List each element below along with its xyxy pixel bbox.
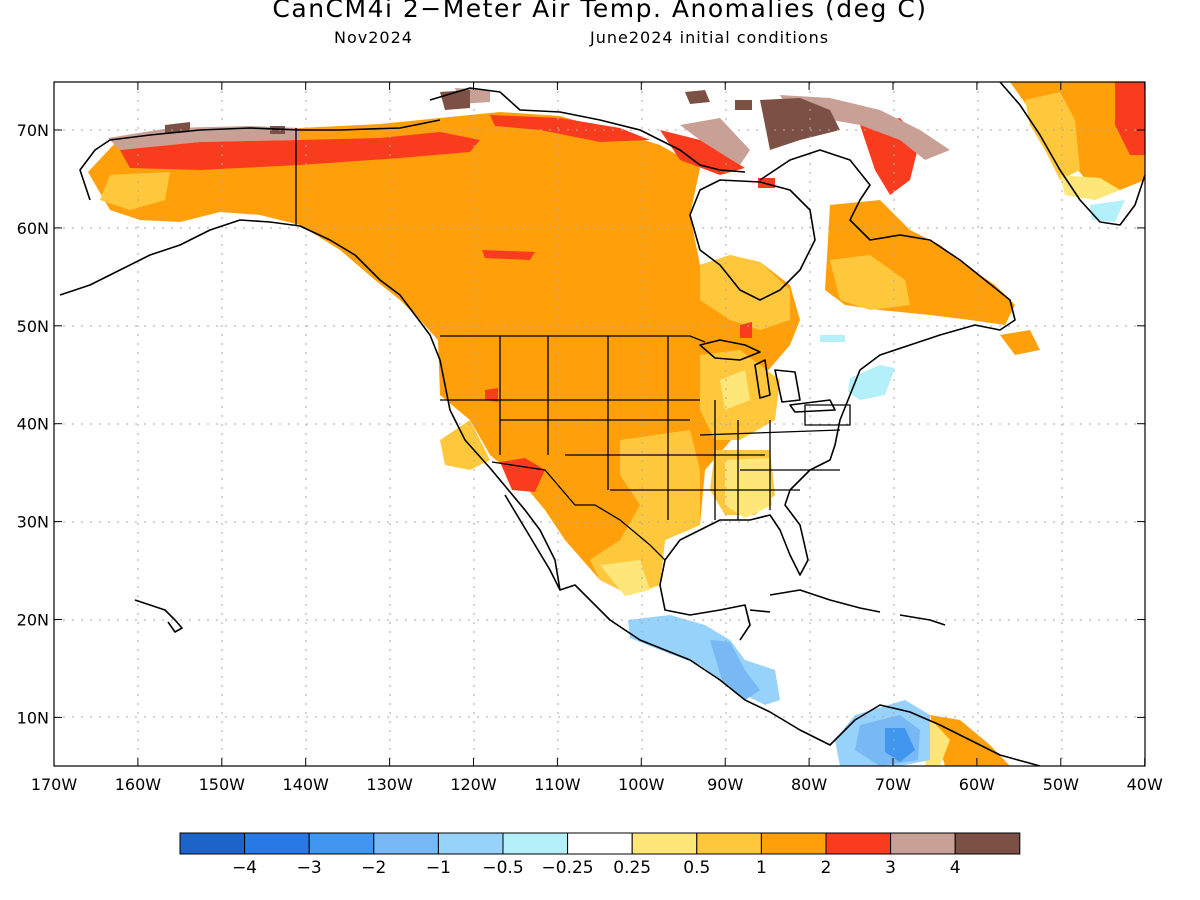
colorbar-swatch [502,832,569,855]
colorbar-label: −4 [232,858,257,878]
colorbar-swatch [825,832,892,855]
colorbar-label: −0.5 [482,858,523,878]
colorbar-swatch [179,832,246,855]
lon-label: 70W [875,775,911,794]
lon-label: 50W [1043,775,1079,794]
anomaly-region-brown [108,126,300,150]
colorbar-swatch [760,832,827,855]
graticule [54,82,1145,766]
colorbar-label: 1 [756,858,767,878]
anomaly-region-blue [710,640,760,700]
colorbar-label: 0.25 [613,858,651,878]
anomaly-region-pale-blue [848,365,895,400]
lat-label: 20N [17,611,49,630]
colorbar-swatch [890,832,956,855]
lon-label: 150W [199,775,246,794]
anomaly-region-yellow [725,458,772,518]
borders [295,128,851,561]
lon-label: 60W [959,775,995,794]
colorbar [179,832,1021,855]
lat-label: 40N [17,415,49,434]
colorbar-swatch [373,832,439,855]
lon-label: 110W [534,775,581,794]
longitude-axis: 170W 160W 150W 140W 130W 120W 110W 100W 90W 80W 70… [31,82,1163,794]
latitude-axis: 70N 60N 50N 40N 30N 20N 10N [17,121,1145,727]
colorbar-swatch [954,832,1021,855]
map-panel [54,82,1145,766]
coastlines [59,82,1145,766]
lon-label: 100W [618,775,665,794]
initial-conditions: June2024 initial conditions [590,28,830,47]
lat-label: 30N [17,513,49,532]
colorbar-label: −1 [426,858,451,878]
lat-label: 60N [17,219,49,238]
colorbar-labels: −4 −3 −2 −1 −0.5 −0.25 0.25 0.5 1 2 3 4 [232,858,961,878]
colorbar-swatch [696,832,762,855]
lon-label: 140W [283,775,330,794]
colorbar-swatch [567,832,633,855]
anomaly-region-red [120,132,480,170]
colorbar-swatch [244,832,310,855]
lon-label: 80W [791,775,827,794]
colorbar-swatch [308,832,375,855]
lon-label: 90W [707,775,743,794]
lat-label: 50N [17,317,49,336]
lat-label: 70N [17,121,49,140]
colorbar-label: 4 [950,858,961,878]
colorbar-label: −2 [361,858,386,878]
colorbar-label: −3 [297,858,322,878]
colorbar-label: 3 [885,858,896,878]
lon-label: 170W [31,775,78,794]
colorbar-swatch [631,832,698,855]
lon-label: 120W [450,775,497,794]
forecast-month: Nov2024 [334,28,413,47]
anomaly-region-light-orange [590,430,700,595]
colorbar-label: 2 [821,858,832,878]
lat-label: 10N [17,708,49,727]
colorbar-label: 0.5 [683,858,710,878]
lon-label: 40W [1127,775,1163,794]
colorbar-swatch [437,832,504,855]
lon-label: 160W [115,775,162,794]
lon-label: 130W [366,775,413,794]
anomaly-shading [88,82,1145,766]
colorbar-label: −0.25 [542,858,594,878]
map-title: CanCM4i 2−Meter Air Temp. Anomalies (deg… [272,0,928,23]
